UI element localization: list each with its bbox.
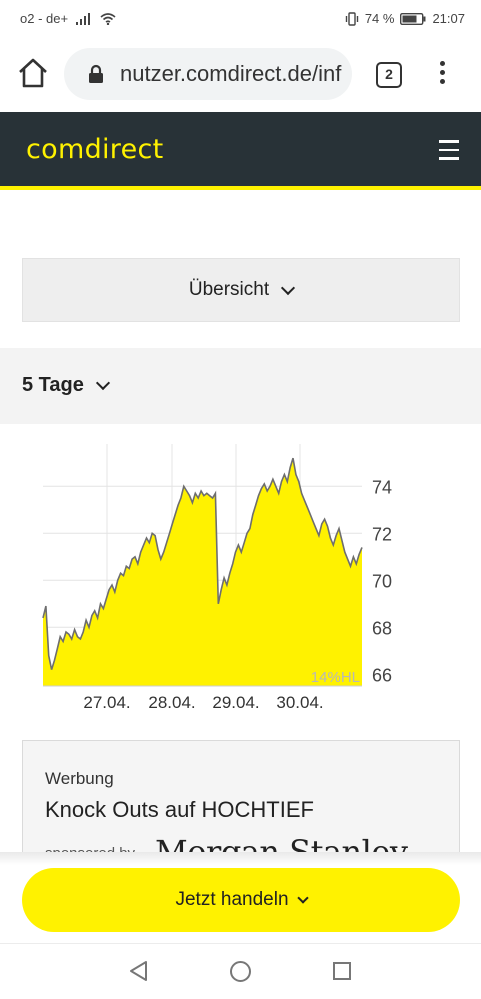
y-tick-label: 70 [372, 571, 392, 591]
site-header: comdirect [0, 112, 481, 186]
battery-icon [400, 12, 426, 25]
home-nav-icon[interactable] [230, 961, 251, 982]
url-text: nutzer.comdirect.de/inf [120, 61, 342, 86]
chevron-down-icon [281, 280, 296, 295]
back-icon[interactable] [128, 960, 148, 982]
period-label: 5 Tage [22, 374, 84, 396]
period-dropdown[interactable]: 5 Tage [22, 374, 110, 397]
price-chart: 74 72 70 68 66 27.04. 28.04. 29.04. 30.04. 14%HL [0, 424, 481, 724]
signal-icon [76, 12, 91, 25]
comdirect-logo[interactable]: comdirect [26, 134, 164, 165]
tab-switcher-button[interactable]: 2 [376, 62, 402, 88]
vibrate-icon [345, 11, 359, 26]
chevron-down-icon [95, 375, 110, 391]
price-line [42, 457, 363, 670]
battery-percent: 74 % [364, 11, 395, 26]
home-icon[interactable] [16, 56, 50, 90]
trade-now-button[interactable]: Jetzt handeln [22, 868, 460, 932]
chart-watermark: 14%HL [311, 669, 360, 686]
recent-apps-icon[interactable] [333, 962, 351, 980]
carrier-label: o2 - de+ [20, 11, 69, 26]
y-tick-label: 66 [372, 665, 392, 685]
y-tick-label: 72 [372, 524, 392, 544]
browser-menu-icon[interactable] [432, 58, 452, 92]
address-bar[interactable]: nutzer.comdirect.de/inf [64, 48, 352, 100]
period-selector-bar: 5 Tage [0, 348, 481, 424]
ad-label: Werbung [45, 769, 114, 788]
lock-icon [89, 64, 103, 83]
header-accent-line [0, 186, 481, 190]
x-tick-label: 30.04. [276, 693, 323, 712]
y-tick-label: 68 [372, 618, 392, 638]
status-bar: o2 - de+ 74 % 21:07 [0, 0, 481, 38]
clock: 21:07 [432, 11, 465, 26]
price-chart-svg: 74 72 70 68 66 27.04. 28.04. 29.04. 30.04. 14%HL [42, 444, 392, 712]
system-navigation-bar [0, 943, 481, 999]
x-tick-label: 28.04. [148, 693, 195, 712]
ad-title: Knock Outs auf HOCHTIEF [45, 797, 314, 822]
overview-dropdown[interactable]: Übersicht [22, 258, 460, 322]
overview-dropdown-label: Übersicht [188, 279, 270, 300]
y-tick-label: 74 [372, 477, 392, 497]
wifi-icon [100, 12, 116, 25]
trade-now-label: Jetzt handeln [175, 889, 289, 910]
x-tick-label: 29.04. [212, 693, 259, 712]
price-area [43, 458, 362, 686]
hamburger-menu-icon[interactable] [439, 140, 459, 160]
x-tick-label: 27.04. [83, 693, 130, 712]
browser-toolbar: nutzer.comdirect.de/inf 2 [0, 38, 481, 112]
chevron-down-icon [296, 892, 309, 904]
